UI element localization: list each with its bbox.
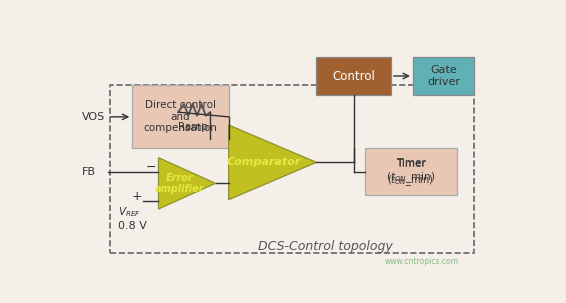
Polygon shape	[229, 125, 316, 200]
Text: ($t_{ON}$_min): ($t_{ON}$_min)	[387, 174, 434, 188]
Bar	[110, 85, 474, 253]
Bar	[413, 57, 474, 95]
Text: Gate
driver: Gate driver	[427, 65, 460, 87]
Text: $V_{REF}$: $V_{REF}$	[118, 205, 141, 219]
Text: Control: Control	[332, 69, 375, 82]
Text: VOS: VOS	[82, 112, 105, 122]
Polygon shape	[158, 158, 216, 209]
Text: Error
amplifier: Error amplifier	[155, 172, 204, 194]
Text: Timer
($t_{ON}$_min): Timer ($t_{ON}$_min)	[386, 158, 435, 185]
Text: Comparator: Comparator	[226, 157, 301, 167]
Bar	[316, 57, 391, 95]
Bar	[132, 85, 229, 148]
Text: Ramp: Ramp	[178, 122, 208, 132]
Text: −: −	[146, 161, 156, 174]
Text: DCS-Control topology: DCS-Control topology	[258, 240, 393, 253]
Bar	[365, 148, 457, 195]
Text: www.cntropics.com: www.cntropics.com	[385, 257, 458, 266]
Text: 0.8 V: 0.8 V	[118, 221, 147, 231]
Text: +: +	[131, 190, 142, 203]
Text: Direct control
and
compensation: Direct control and compensation	[143, 100, 217, 133]
Text: Timer: Timer	[396, 158, 426, 168]
Text: FB: FB	[82, 167, 96, 177]
